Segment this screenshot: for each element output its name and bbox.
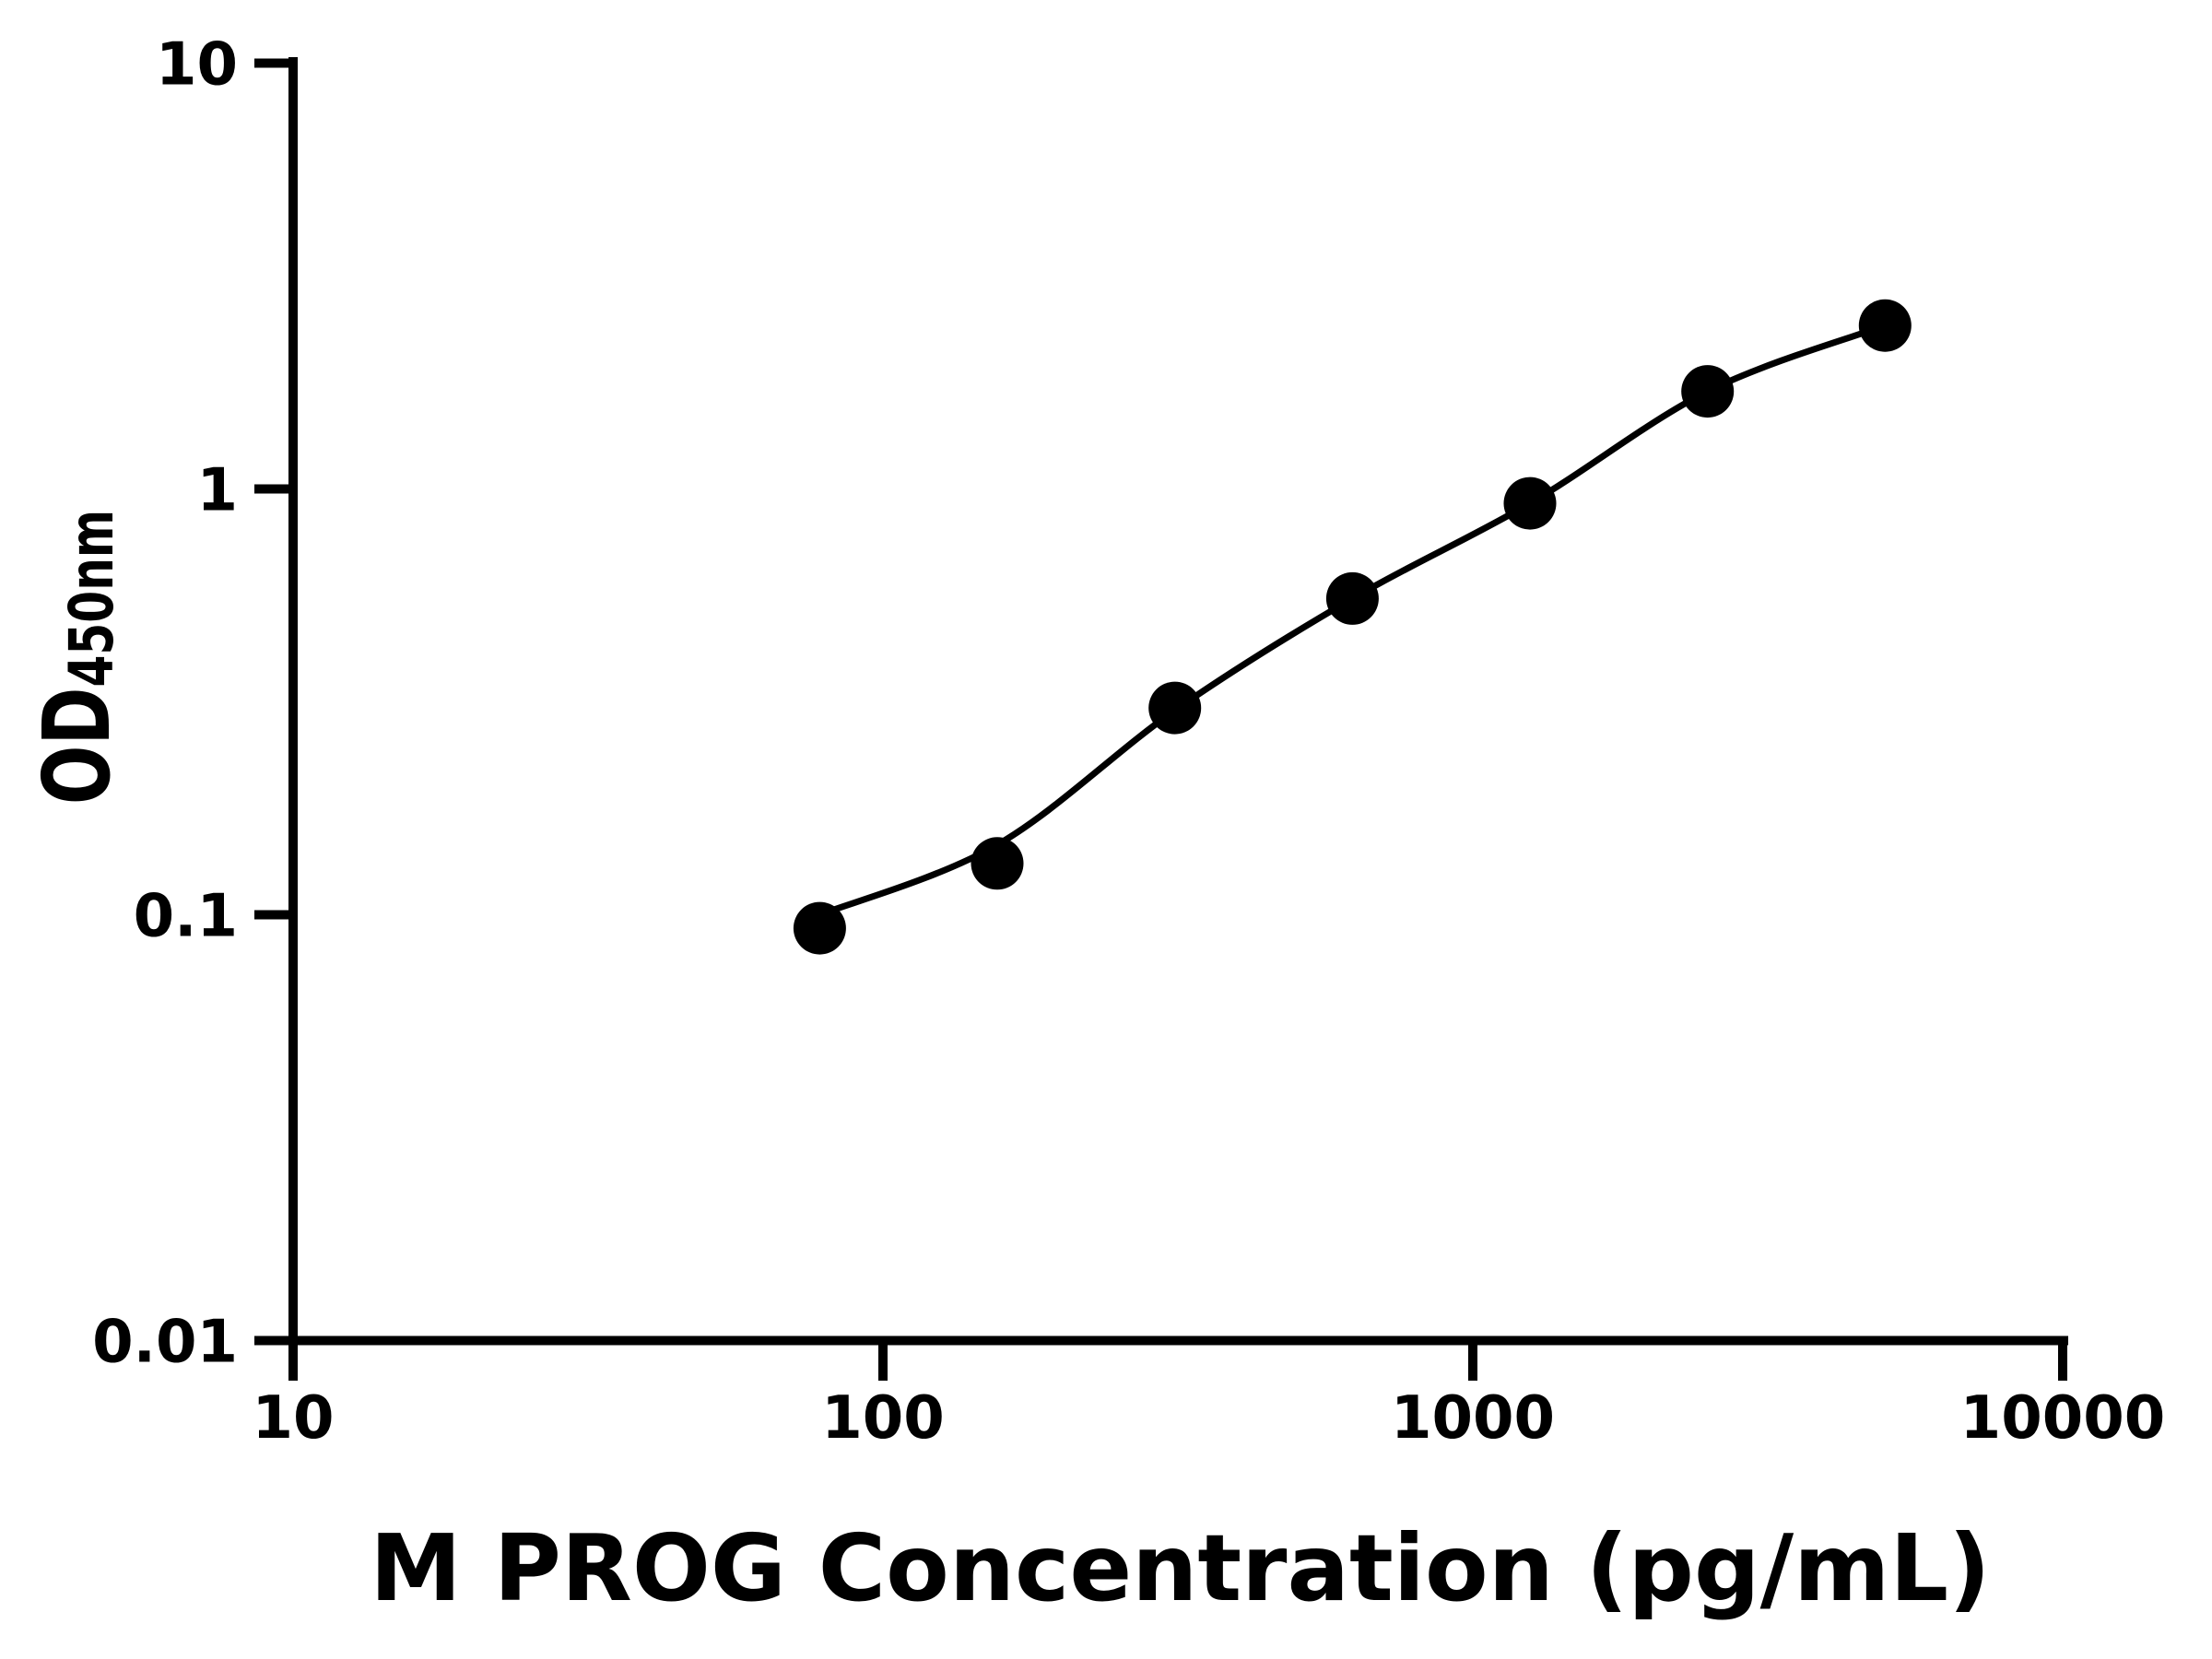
y-tick-0.1 [254,910,288,920]
y-axis-title-main: OD [24,687,131,805]
x-axis-title: M PROG Concentration (pg/mL) [370,1514,1991,1622]
data-points [793,299,1912,955]
y-axis-title-subscript: 450nm [56,510,127,688]
data-point-2500 [1681,365,1735,418]
x-tick-label-10: 10 [252,1384,334,1453]
axes [288,57,2068,1381]
x-tick-100 [878,1345,888,1381]
y-tick-label-1: 1 [196,457,238,525]
y-tick-label-0.1: 0.1 [134,883,238,951]
data-point-625 [1325,571,1379,625]
y-axis-title-group: OD450nm [24,510,131,805]
y-tick-label-0.01: 0.01 [92,1309,238,1377]
data-point-1250 [1503,477,1557,530]
x-tick-label-100: 100 [821,1384,945,1453]
data-point-156.25 [971,837,1024,890]
y-axis-title: OD450nm [24,510,131,805]
data-point-5000 [1858,299,1912,352]
data-point-78.125 [793,901,846,955]
tick-marks [254,58,2067,1381]
y-axis-line [288,57,298,1381]
x-tick-10000 [2058,1345,2067,1381]
y-tick-label-10: 10 [156,31,238,100]
x-tick-10 [288,1345,298,1381]
data-point-312.5 [1148,681,1202,735]
x-axis-title-group: M PROG Concentration (pg/mL) [370,1514,1991,1622]
y-tick-1 [254,484,288,494]
x-tick-1000 [1468,1345,1477,1381]
y-tick-10 [254,58,288,68]
x-tick-label-1000: 1000 [1391,1384,1555,1453]
x-tick-label-10000: 10000 [1960,1384,2166,1453]
y-tick-0.01 [254,1335,288,1346]
x-axis-line [288,1335,2068,1346]
